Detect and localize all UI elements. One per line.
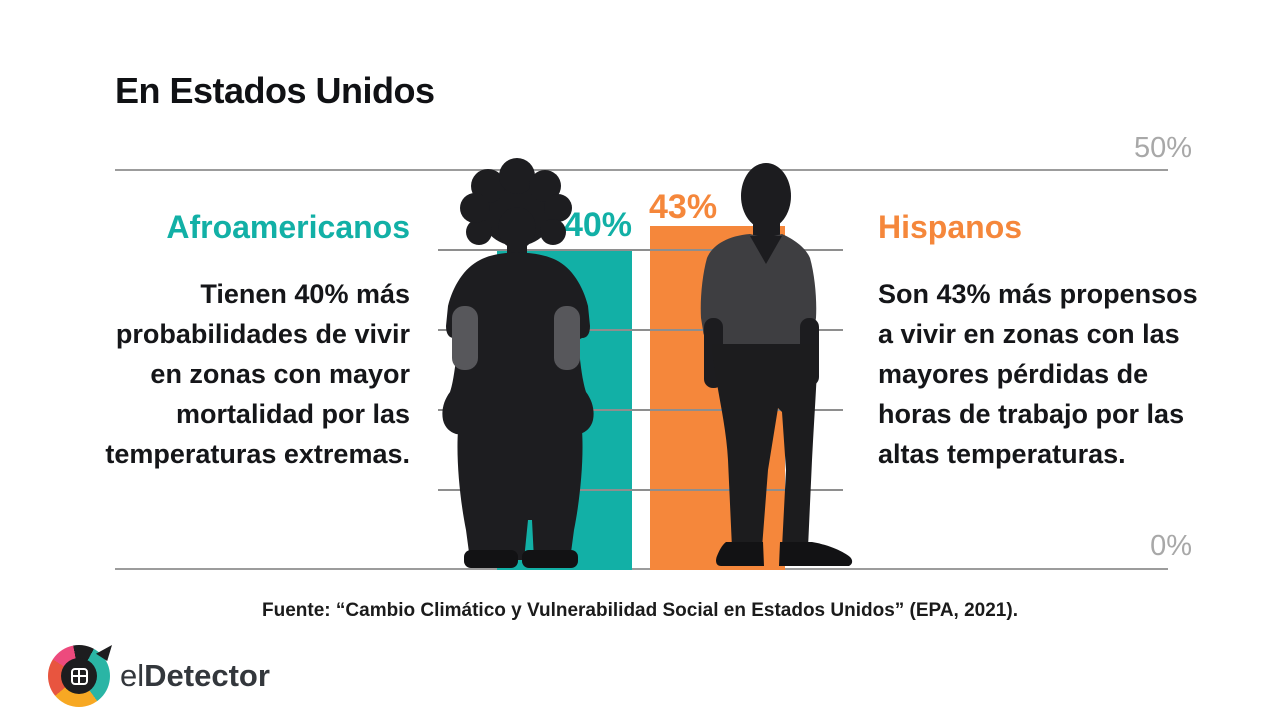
axis-tick-0: 0% (1150, 530, 1192, 562)
afroamericanos-heading: Afroamericanos (166, 209, 410, 245)
bar-hispanos (650, 226, 785, 570)
afroamericanos-description: Tienen 40% más probabilidades de vivir e… (105, 279, 410, 469)
axis-line-50 (115, 169, 1168, 171)
source-citation: Fuente: “Cambio Climático y Vulnerabilid… (262, 600, 1018, 621)
afroamericanos-text-block: Afroamericanos Tienen 40% más probabilid… (88, 208, 410, 474)
hispanos-heading: Hispanos (878, 209, 1023, 245)
window-glyph-icon (70, 667, 88, 685)
eldetector-logo-icon (48, 645, 112, 707)
logo-prefix: el (120, 658, 145, 693)
eldetector-wordmark: elDetector (120, 658, 270, 694)
hispanos-description: Son 43% más propensos a vivir en zonas c… (878, 279, 1198, 469)
axis-tick-50: 50% (1133, 132, 1192, 164)
axis-line-0 (115, 568, 1168, 570)
magnifier-lens-icon (61, 658, 97, 694)
bar-value-hispanos: 43% (649, 188, 718, 226)
gridline-20 (438, 409, 843, 411)
logo-name: Detector (144, 658, 270, 693)
bar-value-afroamericanos: 40% (563, 206, 632, 244)
gridline-10 (438, 489, 843, 491)
gridline-30 (438, 329, 843, 331)
hispanos-text-block: Hispanos Son 43% más propensos a vivir e… (878, 208, 1200, 474)
gridline-40 (438, 249, 843, 251)
page-title: En Estados Unidos (115, 70, 435, 111)
eldetector-logo: elDetector (48, 644, 270, 708)
